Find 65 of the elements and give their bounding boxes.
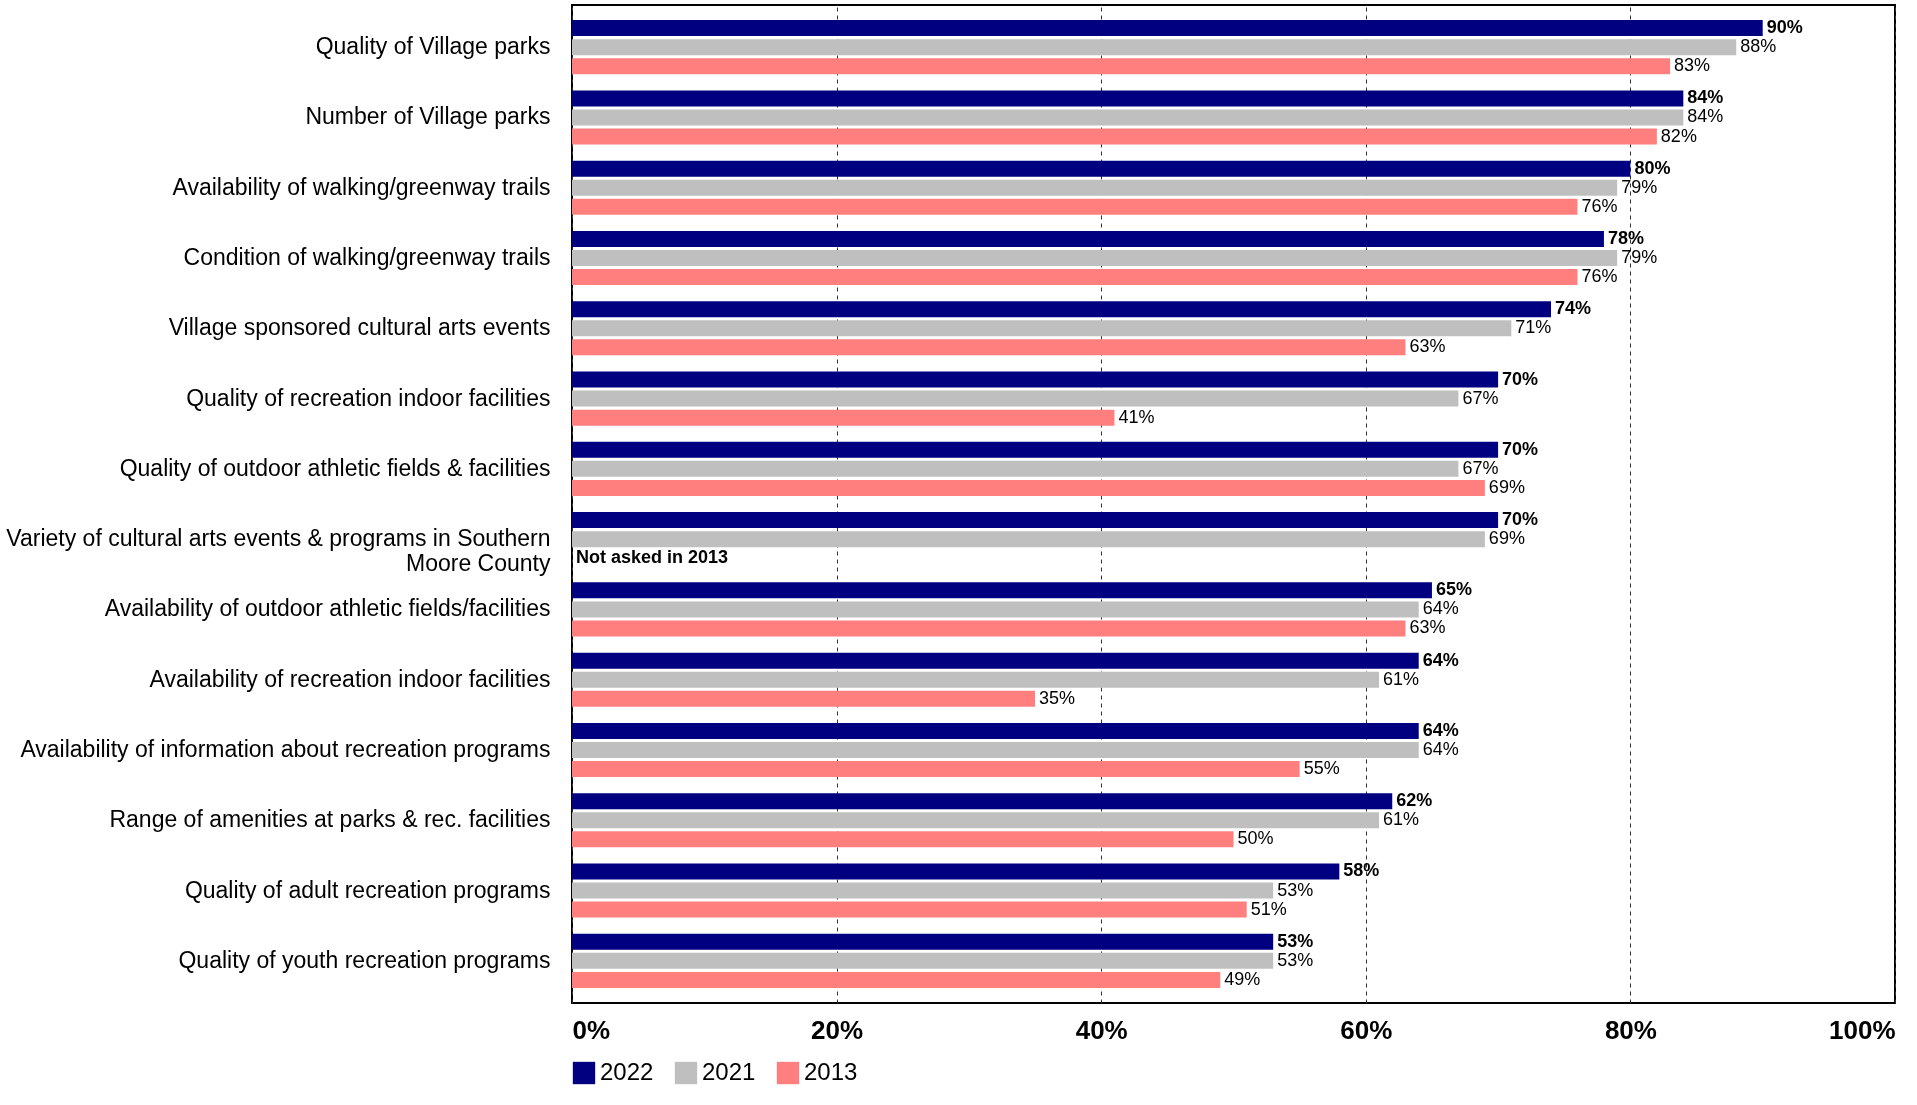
data-label: 88% (1740, 36, 1777, 57)
data-label: 80% (1634, 157, 1671, 178)
data-label: 55% (1303, 758, 1340, 779)
y-tick-label: Availability of recreation indoor facilities (149, 665, 551, 692)
y-tick-label: Condition of walking/greenway trails (183, 244, 551, 271)
x-tick-label: 20% (811, 1014, 864, 1045)
data-label: 84% (1687, 106, 1724, 127)
data-label: 71% (1515, 317, 1552, 338)
data-label: 61% (1383, 668, 1420, 689)
data-label: 74% (1555, 298, 1592, 319)
data-label: 61% (1383, 809, 1420, 830)
x-tick-label: 0% (572, 1014, 611, 1045)
data-label: 58% (1343, 860, 1380, 881)
x-tick-label: 40% (1075, 1014, 1128, 1045)
data-label: 65% (1435, 579, 1472, 600)
y-tick-label: Village sponsored cultural arts events (168, 314, 551, 341)
data-label: 78% (1607, 227, 1644, 248)
x-tick-label: 80% (1604, 1014, 1657, 1045)
y-tick-label: Quality of youth recreation programs (178, 946, 551, 973)
data-label: 53% (1277, 879, 1314, 900)
y-tick-label: Range of amenities at parks & rec. facilities (109, 806, 551, 833)
data-label: 49% (1224, 968, 1261, 989)
data-label: 53% (1277, 949, 1314, 970)
legend-label: 2013 (804, 1058, 858, 1085)
data-label: 35% (1039, 687, 1076, 708)
y-tick-label: Quality of outdoor athletic fields & facilities (119, 454, 551, 481)
data-label: 69% (1488, 528, 1525, 549)
y-tick-label: Availability of walking/greenway trails (172, 173, 551, 200)
annotation: Not asked in 2013 (576, 547, 729, 568)
data-label: 64% (1422, 719, 1459, 740)
y-tick-label: Quality of Village parks (315, 33, 551, 60)
legend-label: 2021 (702, 1058, 756, 1085)
x-tick-label: 60% (1340, 1014, 1393, 1045)
y-tick-label: Quality of recreation indoor facilities (186, 384, 551, 411)
data-label: 69% (1488, 476, 1525, 497)
data-label: 41% (1118, 406, 1155, 427)
y-tick-label: Quality of adult recreation programs (184, 876, 551, 903)
data-label: 62% (1396, 790, 1433, 811)
data-label: 67% (1462, 387, 1499, 408)
data-label: 70% (1502, 368, 1539, 389)
data-label: 67% (1462, 457, 1499, 478)
y-tick-label: Number of Village parks (305, 103, 551, 130)
data-label: 90% (1766, 17, 1803, 38)
data-label: 82% (1660, 125, 1697, 146)
data-label: 63% (1409, 617, 1446, 638)
data-label: 76% (1581, 195, 1618, 216)
data-label: 51% (1250, 898, 1287, 919)
y-tick-label: Variety of cultural arts events & programs in Southern Moore County (6, 525, 551, 577)
data-label: 70% (1502, 438, 1539, 459)
data-label: 63% (1409, 336, 1446, 357)
y-tick-label: Availability of information about recreation programs (20, 735, 551, 762)
data-label: 83% (1674, 55, 1711, 76)
data-label: 64% (1422, 738, 1459, 759)
data-label: 70% (1502, 509, 1539, 530)
data-label: 50% (1237, 828, 1274, 849)
data-label: 79% (1621, 247, 1658, 268)
legend-label: 2022 (600, 1058, 654, 1085)
data-label: 64% (1422, 598, 1459, 619)
x-tick-label: 100% (1829, 1014, 1896, 1045)
data-label: 53% (1277, 930, 1314, 951)
data-label: 76% (1581, 266, 1618, 287)
data-label: 84% (1687, 87, 1724, 108)
data-label: 64% (1422, 649, 1459, 670)
data-label: 79% (1621, 176, 1658, 197)
y-tick-label: Availability of outdoor athletic fields/facilities (104, 595, 551, 622)
